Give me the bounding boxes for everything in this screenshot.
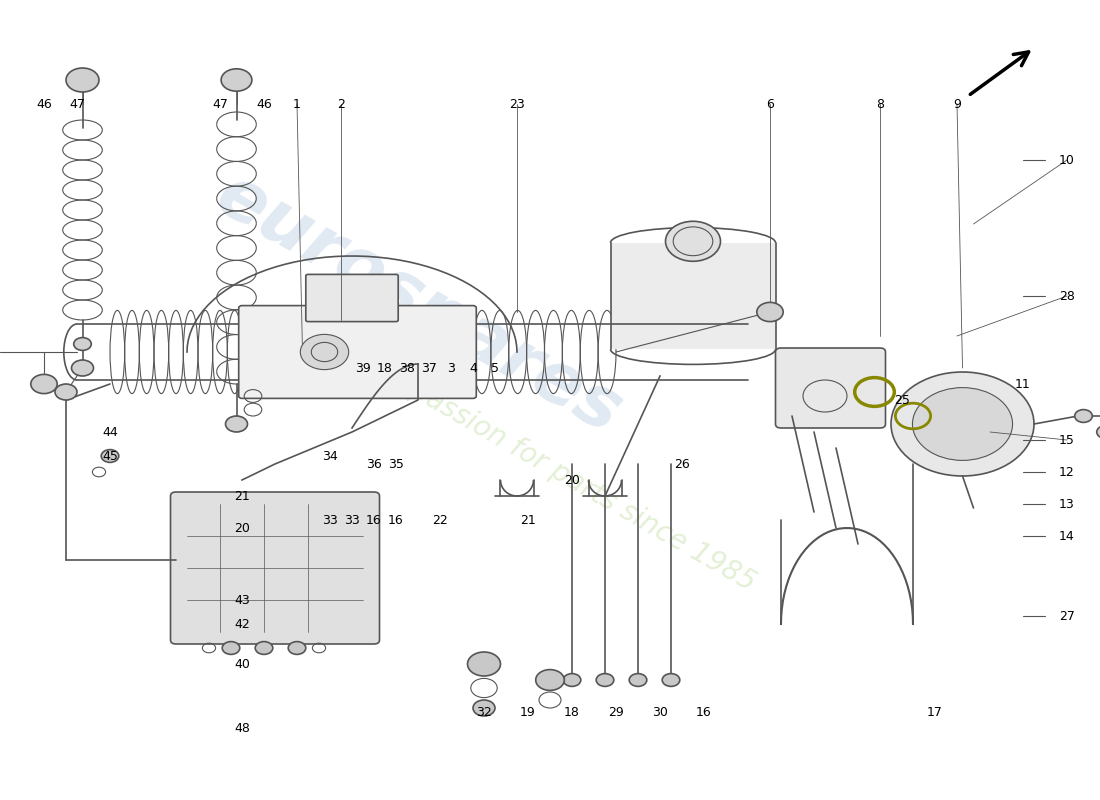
Text: 20: 20 [234,522,250,534]
Text: 1: 1 [293,98,301,110]
Circle shape [66,68,99,92]
Circle shape [255,642,273,654]
Circle shape [666,222,720,262]
Text: 37: 37 [421,362,437,374]
Text: 43: 43 [234,594,250,606]
Text: 4: 4 [469,362,477,374]
Text: 5: 5 [491,362,499,374]
Text: 23: 23 [509,98,525,110]
Text: 3: 3 [447,362,455,374]
Circle shape [74,338,91,350]
Text: 16: 16 [366,514,382,526]
Text: 9: 9 [953,98,961,110]
Text: 36: 36 [366,458,382,470]
Text: 33: 33 [344,514,360,526]
Circle shape [536,670,564,690]
Text: 46: 46 [36,98,52,110]
Text: 32: 32 [476,706,492,718]
FancyBboxPatch shape [170,492,380,644]
Circle shape [221,69,252,91]
Circle shape [629,674,647,686]
Circle shape [757,302,783,322]
Circle shape [222,642,240,654]
Text: 20: 20 [564,474,580,486]
Text: 45: 45 [102,450,118,462]
Text: 44: 44 [102,426,118,438]
Text: 48: 48 [234,722,250,734]
Text: 30: 30 [652,706,668,718]
Circle shape [563,674,581,686]
Text: 11: 11 [1015,378,1031,390]
Text: 33: 33 [322,514,338,526]
FancyBboxPatch shape [776,348,886,428]
Text: 39: 39 [355,362,371,374]
Bar [610,242,775,349]
Text: 47: 47 [69,98,85,110]
Circle shape [596,674,614,686]
Text: 21: 21 [234,490,250,502]
Text: 40: 40 [234,658,250,670]
Text: 17: 17 [927,706,943,718]
Circle shape [1075,410,1092,422]
Text: 46: 46 [256,98,272,110]
Text: 18: 18 [564,706,580,718]
Text: 28: 28 [1059,290,1075,302]
Text: 10: 10 [1059,154,1075,166]
Circle shape [300,334,349,370]
Circle shape [55,384,77,400]
Text: 8: 8 [876,98,884,110]
Text: 21: 21 [520,514,536,526]
Text: 27: 27 [1059,610,1075,622]
Text: 6: 6 [766,98,774,110]
Text: 16: 16 [388,514,404,526]
Text: 15: 15 [1059,434,1075,446]
Text: 16: 16 [696,706,712,718]
Text: 26: 26 [674,458,690,470]
Circle shape [912,387,1012,460]
Circle shape [891,372,1034,476]
Text: 47: 47 [212,98,228,110]
Text: 34: 34 [322,450,338,462]
Text: eurospares: eurospares [204,160,632,448]
Text: 18: 18 [377,362,393,374]
Text: 12: 12 [1059,466,1075,478]
Text: 13: 13 [1059,498,1075,510]
Text: 29: 29 [608,706,624,718]
Circle shape [662,674,680,686]
Text: 19: 19 [520,706,536,718]
Circle shape [101,450,119,462]
Text: a passion for parts since 1985: a passion for parts since 1985 [383,363,761,597]
Text: 42: 42 [234,618,250,630]
Circle shape [72,360,94,376]
Text: 14: 14 [1059,530,1075,542]
Circle shape [468,652,500,676]
FancyBboxPatch shape [239,306,476,398]
Text: 38: 38 [399,362,415,374]
Circle shape [31,374,57,394]
Text: 25: 25 [894,394,910,406]
Text: 22: 22 [432,514,448,526]
FancyBboxPatch shape [306,274,398,322]
Circle shape [226,416,248,432]
Circle shape [473,700,495,716]
Text: 2: 2 [337,98,345,110]
Circle shape [288,642,306,654]
Text: 35: 35 [388,458,404,470]
Circle shape [1097,426,1100,438]
